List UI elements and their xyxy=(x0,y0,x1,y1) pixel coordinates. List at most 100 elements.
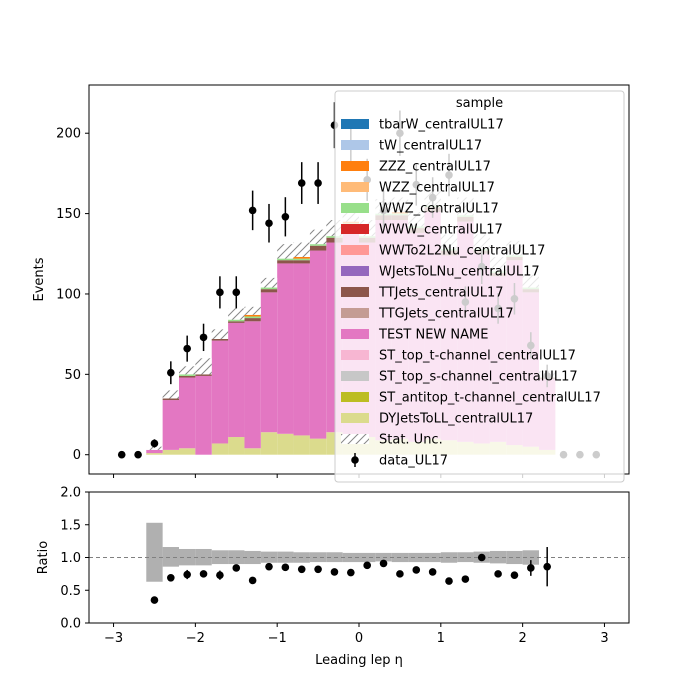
ratio-y-axis-label: Ratio xyxy=(36,541,51,574)
main-y-tick-label-1: 50 xyxy=(64,368,81,383)
ratio-point-21 xyxy=(494,570,502,578)
ratio-x-tick-label-5: 2 xyxy=(518,631,526,646)
legend-label-11: ST_top_t-channel_centralUL17 xyxy=(379,349,576,364)
stack-bar-0-10 xyxy=(309,438,327,455)
ratio-unc-band-19 xyxy=(457,552,474,563)
legend-label-1: tW_centralUL17 xyxy=(379,139,482,154)
main-y-tick-label-2: 100 xyxy=(56,287,81,302)
ratio-plot-marks xyxy=(89,522,629,604)
main-y-tick-label-4: 200 xyxy=(56,127,81,142)
data-point-12 xyxy=(314,179,322,187)
data-point-2 xyxy=(150,439,159,448)
ratio-point-7 xyxy=(265,562,273,571)
stack-bar-3-6 xyxy=(244,316,261,319)
stack-bar-1-9 xyxy=(293,263,310,436)
legend-label-4: WWZ_centralUL17 xyxy=(379,202,499,217)
legend-swatch-7 xyxy=(341,266,369,276)
data-point-10 xyxy=(281,213,290,221)
legend-label-6: WWTo2L2Nu_centralUL17 xyxy=(379,244,545,259)
legend-swatch-6 xyxy=(341,245,369,255)
stack-bar-0-5 xyxy=(228,437,245,455)
ratio-point-8 xyxy=(281,563,290,572)
stack-bar-1-8 xyxy=(277,263,294,434)
main-y-axis: 0 50 100 150 200 xyxy=(56,127,89,463)
stack-bar-1-1 xyxy=(162,400,179,450)
legend-swatch-15 xyxy=(341,434,369,444)
stack-bar-3-2 xyxy=(179,374,196,376)
stat-unc-band-2 xyxy=(179,366,196,375)
stack-bar-1-0 xyxy=(146,449,163,454)
data-point-7 xyxy=(232,288,241,297)
stack-bar-1-2 xyxy=(179,377,196,449)
stack-bar-2-4 xyxy=(211,338,229,341)
ratio-point-0 xyxy=(150,596,159,604)
stack-bar-1-5 xyxy=(228,322,245,438)
x-axis-label: Leading lep η xyxy=(315,653,403,668)
ratio-y-tick-label-0: 0.0 xyxy=(60,617,81,632)
ratio-point-15 xyxy=(396,570,404,578)
data-point-4 xyxy=(183,344,191,353)
stack-bar-3-11 xyxy=(326,236,343,238)
ratio-x-tick-label-3: 0 xyxy=(355,631,363,646)
ratio-y-tick-label-4: 2.0 xyxy=(60,486,81,501)
ratio-unc-band-16 xyxy=(408,552,425,563)
stack-bar-1-4 xyxy=(211,340,229,444)
stack-bar-0-0 xyxy=(146,453,163,455)
legend-swatch-3 xyxy=(341,182,369,192)
stack-bar-0-4 xyxy=(211,443,229,455)
legend-label-2: ZZZ_centralUL17 xyxy=(379,160,491,175)
ratio-unc-band-10 xyxy=(309,552,327,563)
stat-unc-band-4 xyxy=(211,329,229,339)
stack-bar-2-9 xyxy=(293,260,310,264)
ratio-panel: 0.0 0.5 1.0 1.5 2.0 −3 −2 −1 0 1 2 3 Ratio Leading… xyxy=(36,486,630,668)
stack-bar-2-7 xyxy=(260,289,278,293)
stat-unc-band-7 xyxy=(260,277,278,288)
legend-swatch-13 xyxy=(341,392,369,402)
ratio-point-5 xyxy=(232,564,241,572)
legend-swatch-2 xyxy=(341,161,369,171)
main-y-tick-label-3: 150 xyxy=(56,207,81,222)
ratio-unc-band-22 xyxy=(506,550,523,565)
stack-bar-2-10 xyxy=(309,245,327,251)
legend-swatch-10 xyxy=(341,329,369,339)
legend-label-14: DYJetsToLL_centralUL17 xyxy=(379,412,533,427)
legend-label-9: TTGJets_centralUL17 xyxy=(378,307,514,322)
legend-title: sample xyxy=(456,96,503,111)
ratio-y-tick-label-2: 1.0 xyxy=(60,551,81,566)
legend-label-8: TTJets_centralUL17 xyxy=(378,286,504,301)
legend-swatch-1 xyxy=(341,140,369,150)
stat-unc-band-5 xyxy=(228,308,245,320)
main-panel: 0 50 100 150 200 Events sample tbarW_centralU… xyxy=(32,84,630,483)
ratio-point-9 xyxy=(297,565,306,574)
legend-swatch-11 xyxy=(341,350,369,360)
legend-swatch-4 xyxy=(341,203,369,213)
stack-bar-3-7 xyxy=(260,287,278,290)
ratio-point-1 xyxy=(167,574,175,582)
ratio-point-23 xyxy=(527,564,535,572)
ratio-point-24 xyxy=(543,562,551,571)
stack-bar-0-6 xyxy=(244,448,261,455)
ratio-x-tick-label-2: −1 xyxy=(268,631,287,646)
legend-swatch-8 xyxy=(341,287,369,297)
ratio-y-axis: 0.0 0.5 1.0 1.5 2.0 xyxy=(60,486,89,632)
ratio-point-17 xyxy=(428,568,437,576)
data-point-5 xyxy=(199,333,208,342)
stack-bar-0-2 xyxy=(179,448,196,455)
data-point-8 xyxy=(248,206,257,215)
stack-bar-1-6 xyxy=(244,321,261,449)
ratio-point-11 xyxy=(330,568,339,576)
legend-marker-16 xyxy=(351,456,359,464)
legend-box xyxy=(334,90,625,483)
legend: sample tbarW_centralUL17 tW_centralUL17 ZZZ… xyxy=(334,90,625,483)
ratio-point-18 xyxy=(445,577,453,585)
ratio-y-tick-label-1: 0.5 xyxy=(60,584,81,599)
ratio-point-22 xyxy=(510,571,519,579)
legend-label-10: TEST NEW NAME xyxy=(378,328,488,343)
main-y-tick-label-0: 0 xyxy=(73,448,81,463)
ratio-point-3 xyxy=(199,570,208,578)
stack-bar-0-8 xyxy=(277,433,294,455)
stack-bar-0-9 xyxy=(293,435,310,455)
data-point-1 xyxy=(134,450,142,459)
data-point-3 xyxy=(167,368,175,377)
